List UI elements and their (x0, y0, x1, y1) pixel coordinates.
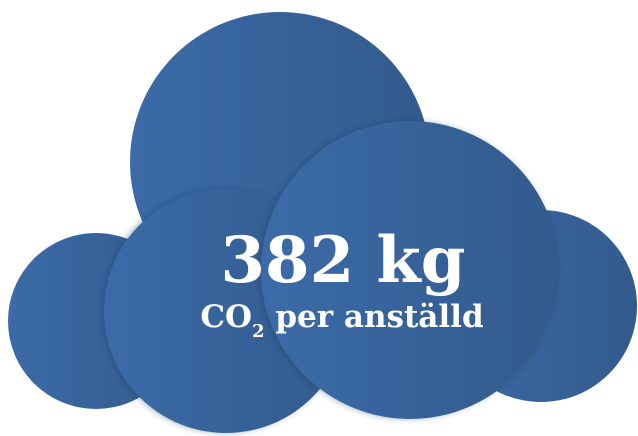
headline: 382 kg (221, 223, 466, 298)
label-subscript: 2 (252, 321, 265, 342)
label-suffix: per anställd (265, 299, 484, 335)
cloud (8, 12, 637, 433)
cloud-circle (261, 121, 559, 419)
label: CO2 per anställd (200, 299, 483, 342)
label-prefix: CO (200, 299, 252, 335)
